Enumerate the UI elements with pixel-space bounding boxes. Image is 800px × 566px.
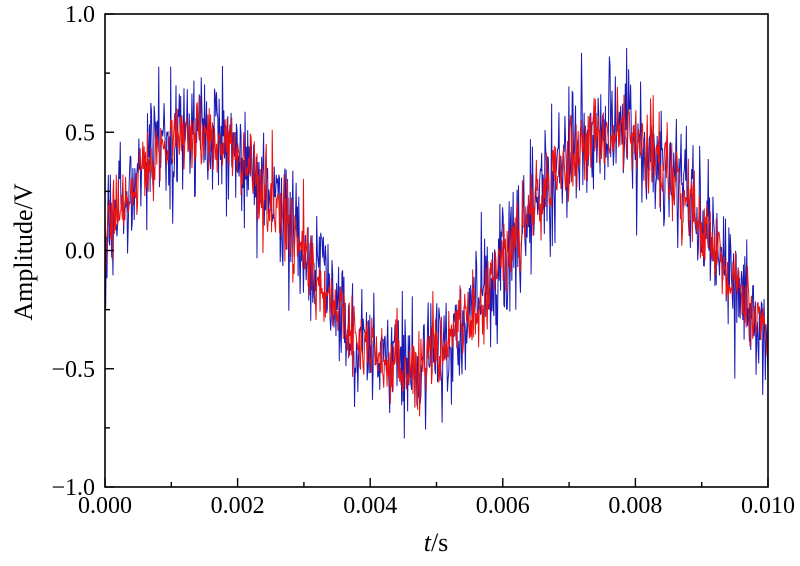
x-tick-label: 0.010 — [741, 493, 795, 519]
y-tick-label: −1.0 — [51, 475, 95, 501]
y-tick-label: 1.0 — [65, 2, 95, 28]
y-tick-label: 0.0 — [65, 239, 95, 265]
x-tick-label: 0.000 — [78, 493, 132, 519]
x-axis-title: t/s — [424, 528, 449, 558]
x-tick-label: 0.004 — [343, 493, 397, 519]
x-tick-label: 0.008 — [608, 493, 662, 519]
noisy-sine-red-line — [105, 86, 768, 417]
y-axis-title: Amplitude/V — [9, 183, 38, 321]
x-axis-unit: /s — [430, 528, 449, 557]
noisy-sine-blue-line — [105, 48, 768, 439]
y-tick-label: 0.5 — [65, 120, 95, 146]
x-tick-label: 0.002 — [211, 493, 265, 519]
x-tick-label: 0.006 — [476, 493, 530, 519]
x-axis-variable: t — [423, 528, 431, 557]
y-tick-label: −0.5 — [51, 357, 95, 383]
